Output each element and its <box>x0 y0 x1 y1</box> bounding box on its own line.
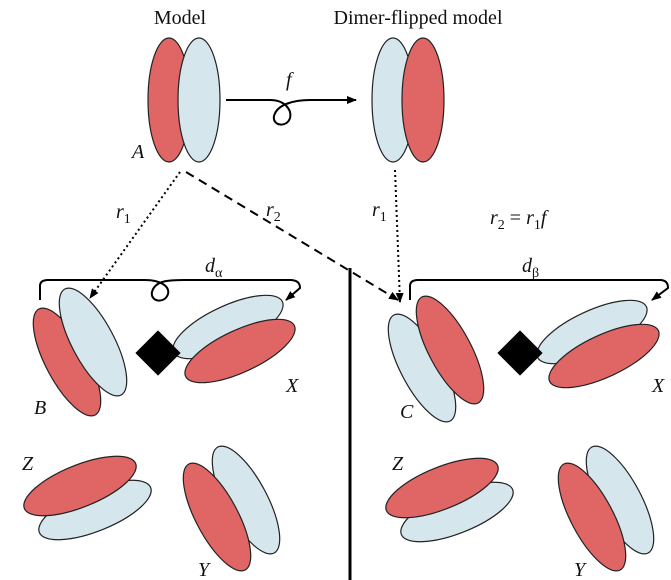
label-part: f <box>541 207 549 229</box>
equation: r2 = r1f <box>490 207 549 233</box>
label-part: d <box>205 255 216 277</box>
label-part: 1 <box>124 212 131 227</box>
label: dβ <box>522 255 539 281</box>
label-part: d <box>522 255 533 277</box>
label-part: = <box>505 207 526 229</box>
label: Y <box>574 559 587 580</box>
label-part: r <box>372 199 380 221</box>
label-part: 2 <box>274 210 281 225</box>
label: Z <box>22 453 34 475</box>
label: f <box>286 69 294 91</box>
label-part: r <box>116 201 124 223</box>
arrow <box>185 171 399 301</box>
label: r1 <box>116 201 131 227</box>
flip-arrow <box>226 96 357 126</box>
title: Model <box>154 7 207 29</box>
flipped-dimer <box>371 37 445 163</box>
model-dimer <box>147 37 221 163</box>
label-part: 1 <box>534 218 541 233</box>
label: X <box>285 375 299 397</box>
label: dα <box>205 255 223 281</box>
label: r2 <box>266 199 281 225</box>
right-tetramer <box>385 295 660 572</box>
label: r1 <box>372 199 387 225</box>
label-part: 1 <box>380 210 387 225</box>
bracket-arrow <box>409 279 670 301</box>
arrow <box>394 169 404 303</box>
label-part: r <box>526 207 534 229</box>
title: Dimer-flipped model <box>334 7 503 29</box>
bracket-arrow <box>39 279 302 302</box>
label: A <box>130 141 145 163</box>
label: Y <box>198 559 211 580</box>
label-part: α <box>215 266 223 281</box>
label: C <box>400 401 414 423</box>
label: B <box>34 397 46 419</box>
label-part: r <box>266 199 274 221</box>
label-part: β <box>532 266 539 281</box>
label-part: r <box>490 207 498 229</box>
label-part: 2 <box>498 218 505 233</box>
left-tetramer <box>23 287 296 572</box>
label: X <box>651 375 665 397</box>
arrow <box>89 171 181 299</box>
label: Z <box>392 453 404 475</box>
